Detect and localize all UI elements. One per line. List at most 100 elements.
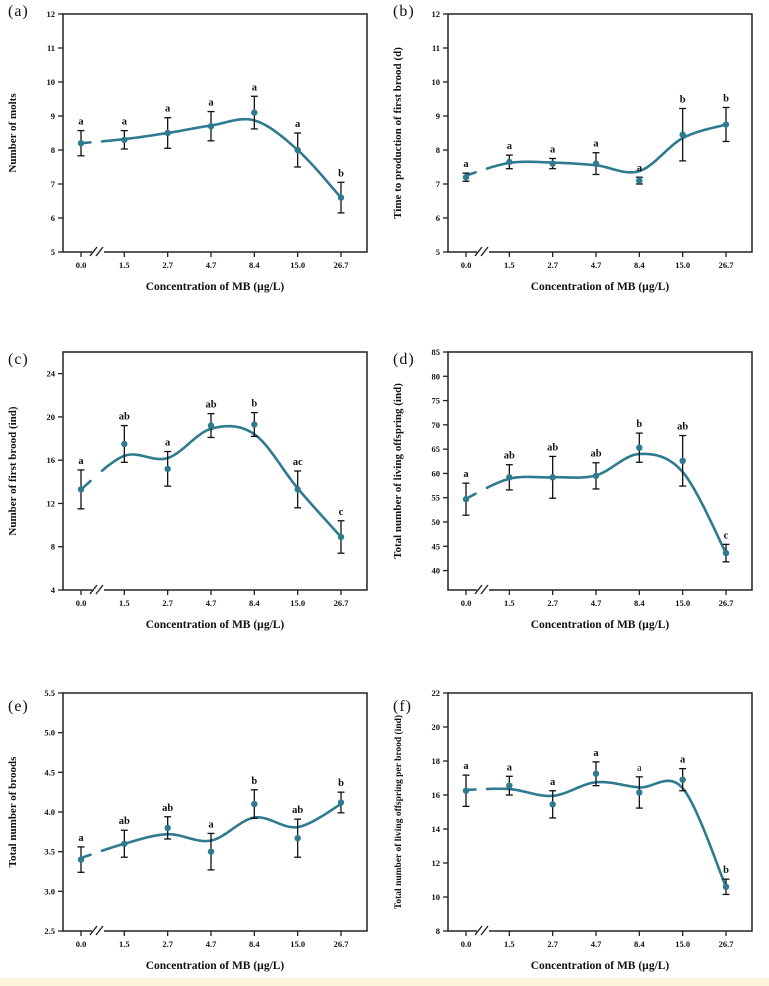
axes-frame bbox=[447, 13, 753, 253]
panel-a: (a) 5 6 7 8 9 10 11 12 0.0 1.5 2.7 4.7 8.4 15.0 26.7 a a… bbox=[0, 0, 384, 310]
svg-text:12: 12 bbox=[47, 9, 56, 19]
y-axis-ticks: 8 10 12 14 16 18 20 22 bbox=[432, 688, 448, 936]
svg-text:a: a bbox=[208, 819, 214, 830]
svg-text:1.5: 1.5 bbox=[504, 939, 515, 949]
svg-text:Number of molts: Number of molts bbox=[7, 93, 19, 173]
error-bars bbox=[462, 761, 730, 896]
svg-text:15.0: 15.0 bbox=[675, 598, 690, 608]
x-axis-label: Concentration of MB (µg/L) bbox=[531, 281, 670, 293]
svg-text:85: 85 bbox=[432, 347, 441, 357]
x-axis-break bbox=[89, 925, 104, 936]
svg-text:8.4: 8.4 bbox=[634, 598, 645, 608]
svg-text:a: a bbox=[208, 98, 214, 109]
y-axis-ticks: 2.5 3.0 3.5 4.0 4.5 5.0 5.5 bbox=[44, 688, 63, 936]
svg-text:a: a bbox=[637, 763, 642, 774]
axes-frame bbox=[62, 351, 368, 591]
svg-text:1.5: 1.5 bbox=[504, 260, 515, 270]
svg-text:3.0: 3.0 bbox=[44, 886, 55, 896]
svg-text:15.0: 15.0 bbox=[290, 598, 305, 608]
chart-time-to-first-brood: 5 6 7 8 9 10 11 12 0.0 1.5 2.7 4.7 8.4 15.0 26.7 a a a a a b… bbox=[392, 9, 753, 293]
svg-text:0.0: 0.0 bbox=[461, 260, 472, 270]
panel-letter-b: (b) bbox=[393, 3, 415, 20]
svg-text:5: 5 bbox=[436, 247, 440, 257]
svg-text:a: a bbox=[78, 833, 84, 844]
x-axis-label: Concentration of MB (µg/L) bbox=[146, 619, 285, 631]
x-axis-break bbox=[89, 246, 104, 257]
svg-text:11: 11 bbox=[432, 43, 440, 53]
svg-text:12: 12 bbox=[432, 858, 441, 868]
axes-frame bbox=[447, 692, 753, 932]
svg-text:0.0: 0.0 bbox=[461, 598, 472, 608]
x-axis-ticks: 0.0 1.5 2.7 4.7 8.4 15.0 26.7 bbox=[76, 252, 349, 270]
data-markers bbox=[462, 770, 730, 890]
svg-text:7: 7 bbox=[436, 179, 441, 189]
svg-text:26.7: 26.7 bbox=[719, 260, 735, 270]
svg-text:Concentration of MB (µg/L): Concentration of MB (µg/L) bbox=[146, 960, 285, 972]
svg-text:ab: ab bbox=[119, 412, 130, 423]
svg-text:a: a bbox=[165, 104, 171, 115]
svg-text:80: 80 bbox=[432, 371, 441, 381]
svg-text:8.4: 8.4 bbox=[249, 939, 260, 949]
svg-text:8: 8 bbox=[436, 145, 440, 155]
x-axis-label: Concentration of MB (µg/L) bbox=[531, 619, 670, 631]
svg-text:a: a bbox=[507, 762, 513, 773]
svg-text:Concentration of MB (µg/L): Concentration of MB (µg/L) bbox=[531, 619, 670, 631]
svg-text:a: a bbox=[122, 117, 128, 128]
svg-text:c: c bbox=[339, 507, 344, 518]
x-axis-ticks: 0.0 1.5 2.7 4.7 8.4 15.0 26.7 bbox=[76, 590, 349, 608]
svg-text:8.4: 8.4 bbox=[634, 939, 645, 949]
x-axis-break bbox=[89, 584, 104, 595]
chart-number-of-first-brood: 4 8 12 16 20 24 0.0 1.5 2.7 4.7 8.4 15.0 26.7 a ab a ab b… bbox=[7, 351, 368, 631]
panel-letter-e: (e) bbox=[8, 698, 29, 715]
svg-text:12: 12 bbox=[47, 498, 56, 508]
chart-total-number-of-broods: 2.5 3.0 3.5 4.0 4.5 5.0 5.5 0.0 1.5 2.7 4.7 8.4 15.0… bbox=[7, 688, 368, 972]
svg-text:a: a bbox=[463, 159, 469, 170]
svg-text:24: 24 bbox=[47, 369, 56, 379]
panel-d: (d) 40 45 50 55 60 65 70 75 80 85 0.0 1.5 2.7 4.7 8.4 1… bbox=[385, 338, 769, 648]
svg-text:ab: ab bbox=[162, 803, 173, 814]
svg-text:b: b bbox=[723, 94, 729, 105]
svg-text:0.0: 0.0 bbox=[461, 939, 472, 949]
svg-text:2.7: 2.7 bbox=[162, 598, 173, 608]
svg-text:a: a bbox=[550, 777, 556, 788]
panel-letter-a: (a) bbox=[8, 3, 29, 20]
svg-text:a: a bbox=[165, 438, 171, 449]
svg-text:8: 8 bbox=[51, 542, 55, 552]
svg-text:22: 22 bbox=[432, 688, 441, 698]
data-markers bbox=[462, 444, 730, 557]
svg-text:2.5: 2.5 bbox=[44, 926, 55, 936]
data-markers bbox=[77, 799, 345, 863]
svg-text:40: 40 bbox=[432, 566, 441, 576]
svg-text:2.7: 2.7 bbox=[547, 260, 558, 270]
x-axis-break bbox=[474, 246, 489, 257]
svg-text:15.0: 15.0 bbox=[290, 260, 305, 270]
data-markers bbox=[462, 121, 730, 184]
y-axis-label: Number of molts bbox=[7, 93, 19, 173]
data-markers bbox=[77, 109, 345, 201]
svg-text:20: 20 bbox=[432, 722, 441, 732]
svg-text:11: 11 bbox=[47, 43, 55, 53]
svg-text:4.7: 4.7 bbox=[206, 598, 217, 608]
svg-text:Concentration of MB (µg/L): Concentration of MB (µg/L) bbox=[531, 960, 670, 972]
svg-text:ab: ab bbox=[590, 449, 601, 460]
svg-text:15.0: 15.0 bbox=[675, 939, 690, 949]
x-axis-ticks: 0.0 1.5 2.7 4.7 8.4 15.0 26.7 bbox=[461, 931, 734, 949]
svg-text:a: a bbox=[78, 456, 84, 467]
panel-letter-c: (c) bbox=[8, 351, 29, 368]
svg-text:0.0: 0.0 bbox=[76, 939, 87, 949]
y-axis-ticks: 5 6 7 8 9 10 11 12 bbox=[47, 9, 63, 257]
sig-letters: a a a a a a b bbox=[463, 748, 729, 876]
svg-text:5.0: 5.0 bbox=[44, 728, 55, 738]
svg-text:12: 12 bbox=[432, 9, 441, 19]
svg-text:a: a bbox=[252, 82, 258, 93]
svg-text:4.0: 4.0 bbox=[44, 807, 55, 817]
svg-text:7: 7 bbox=[51, 179, 56, 189]
svg-text:5: 5 bbox=[51, 247, 55, 257]
svg-text:Concentration of MB (µg/L): Concentration of MB (µg/L) bbox=[531, 281, 670, 293]
svg-text:60: 60 bbox=[432, 468, 441, 478]
svg-text:10: 10 bbox=[432, 77, 441, 87]
x-axis-break bbox=[474, 925, 489, 936]
